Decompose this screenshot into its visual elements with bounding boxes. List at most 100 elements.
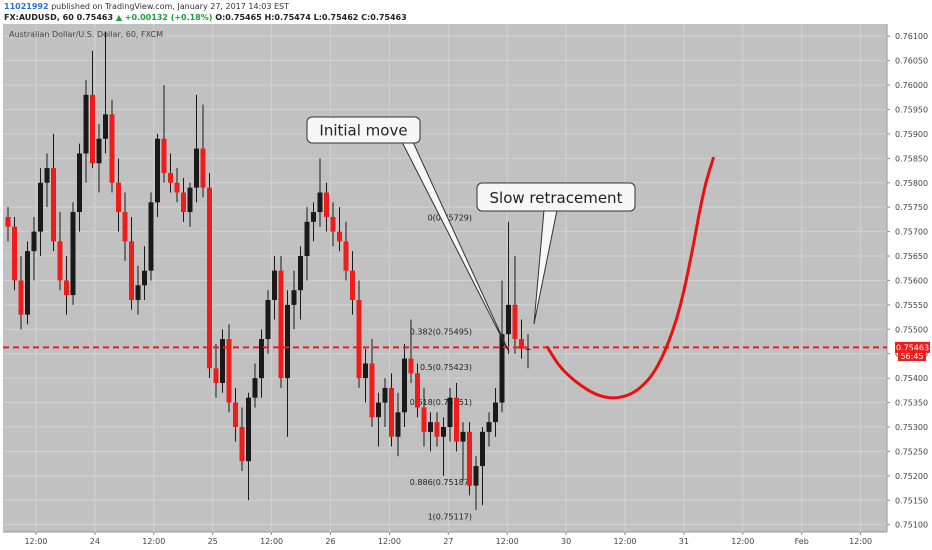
candle-bear (421, 407, 427, 432)
y-tick-label: 0.76100 (895, 32, 928, 41)
candle-bull (31, 231, 37, 252)
quote-line: FX:AUDUSD, 60 0.75463 ▲ +0.00132 (+0.18%… (4, 12, 407, 23)
candle-bear (356, 299, 362, 379)
x-tick-label: 26 (325, 537, 335, 546)
candle-bear (343, 241, 349, 271)
x-tick-label: 31 (679, 537, 689, 546)
symbol-label: FX:AUDUSD, 60 (4, 13, 74, 22)
open-value: 0.75465 (225, 13, 262, 22)
x-tick-label: 30 (561, 537, 571, 546)
x-tick-label: 12:00 (260, 537, 283, 546)
candle-bear (226, 339, 232, 403)
candle-bull (83, 94, 89, 154)
x-tick-label: 12:00 (849, 537, 872, 546)
time-ticks: 12:00 24 12:00 25 12:00 26 12:00 27 12:00 30 12:00… (24, 532, 872, 546)
countdown-label: 56:45 (900, 352, 923, 361)
fib-level-label: 0.382(0.75495) (410, 328, 472, 337)
candle-bull (298, 256, 303, 291)
candle-bear (51, 168, 56, 242)
close-value: 0.75463 (370, 13, 407, 22)
price-axis (887, 24, 932, 532)
candle-bear (116, 182, 121, 213)
y-tick-label: 0.75850 (895, 154, 928, 163)
candle-bull (187, 187, 193, 213)
candle-bull (376, 402, 381, 418)
close-label: C: (361, 13, 371, 22)
candle-bull (304, 221, 310, 257)
candle-bull (291, 290, 297, 305)
x-tick-label: 12:00 (142, 537, 165, 546)
y-tick-label: 0.75400 (895, 374, 928, 383)
x-tick-label: 12:00 (378, 537, 401, 546)
candle-bear (168, 172, 173, 183)
candle-bear (337, 231, 342, 242)
candle-bull (259, 339, 264, 379)
current-price-tag: 0.75463 56:45 (895, 341, 930, 361)
fib-level-label: 0.886(0.75187) (410, 478, 472, 487)
price-change: +0.00132 (+0.18%) (124, 13, 213, 22)
y-tick-label: 0.75250 (895, 447, 928, 456)
candle-bear (18, 280, 24, 315)
candle-bull (38, 182, 43, 232)
candle-bear (389, 387, 394, 437)
annotation-slow-retracement[interactable]: Slow retracement (476, 182, 636, 325)
candle-bear (454, 397, 459, 442)
candle-bull (155, 138, 160, 203)
y-tick-label: 0.75500 (895, 325, 928, 334)
candle-bull (44, 168, 50, 183)
high-label: H: (264, 13, 275, 22)
candle-bear (181, 192, 186, 213)
y-tick-label: 0.75350 (895, 399, 928, 408)
candle-bull (493, 402, 498, 423)
callout-box (306, 116, 421, 144)
y-tick-label: 0.75150 (895, 496, 928, 505)
candle-bear (369, 363, 375, 418)
candle-bull (317, 192, 323, 213)
candle-bull (252, 378, 258, 398)
candle-bull (265, 299, 271, 340)
candle-bull (135, 285, 141, 300)
candle-bull (525, 348, 531, 350)
candle-bull (363, 363, 368, 379)
y-tick-label: 0.75900 (895, 130, 928, 139)
y-tick-label: 0.76000 (895, 81, 928, 90)
price-tag-label: 0.75463 (896, 343, 929, 352)
candle-bull (148, 202, 154, 271)
y-tick-label: 0.75950 (895, 105, 928, 114)
candle-bear (207, 187, 212, 369)
candle-bull (499, 334, 505, 403)
candle-bull (103, 114, 108, 139)
candle-bull (246, 397, 251, 462)
annotation-initial-move[interactable]: Initial move (306, 116, 510, 353)
candle-bear (519, 339, 524, 349)
open-label: O: (215, 13, 226, 22)
candle-bull (441, 426, 446, 437)
price-ticks: 0.76100 0.76050 0.76000 0.75950 0.75900 0.758… (887, 32, 928, 530)
candle-bull (77, 153, 82, 213)
candle-bear (330, 216, 336, 232)
y-tick-label: 0.76050 (895, 57, 928, 66)
fib-level-label: 0(0.75729) (428, 213, 472, 222)
low-value: 0.75462 (321, 13, 359, 22)
candle-bull (382, 387, 388, 403)
candle-bull (220, 339, 225, 384)
candle-bear (213, 368, 219, 384)
annotation-text: Slow retracement (490, 189, 623, 207)
countdown-box (898, 350, 926, 361)
candle-bull (402, 358, 407, 413)
fib-level-label: 0.5(0.75423) (420, 363, 472, 372)
candle-bear (324, 192, 329, 217)
candle-bull (486, 422, 492, 432)
callout-box (476, 182, 636, 212)
candle-bear (64, 280, 69, 296)
candle-bear (512, 304, 518, 340)
candle-bull (70, 212, 76, 296)
y-tick-label: 0.75700 (895, 228, 928, 237)
x-tick-label: 27 (443, 537, 453, 546)
candle-bear (122, 212, 128, 242)
time-axis (0, 532, 932, 550)
username[interactable]: 11021992 (4, 2, 49, 11)
y-tick-label: 0.75100 (895, 521, 928, 530)
candle-bull (272, 270, 277, 300)
